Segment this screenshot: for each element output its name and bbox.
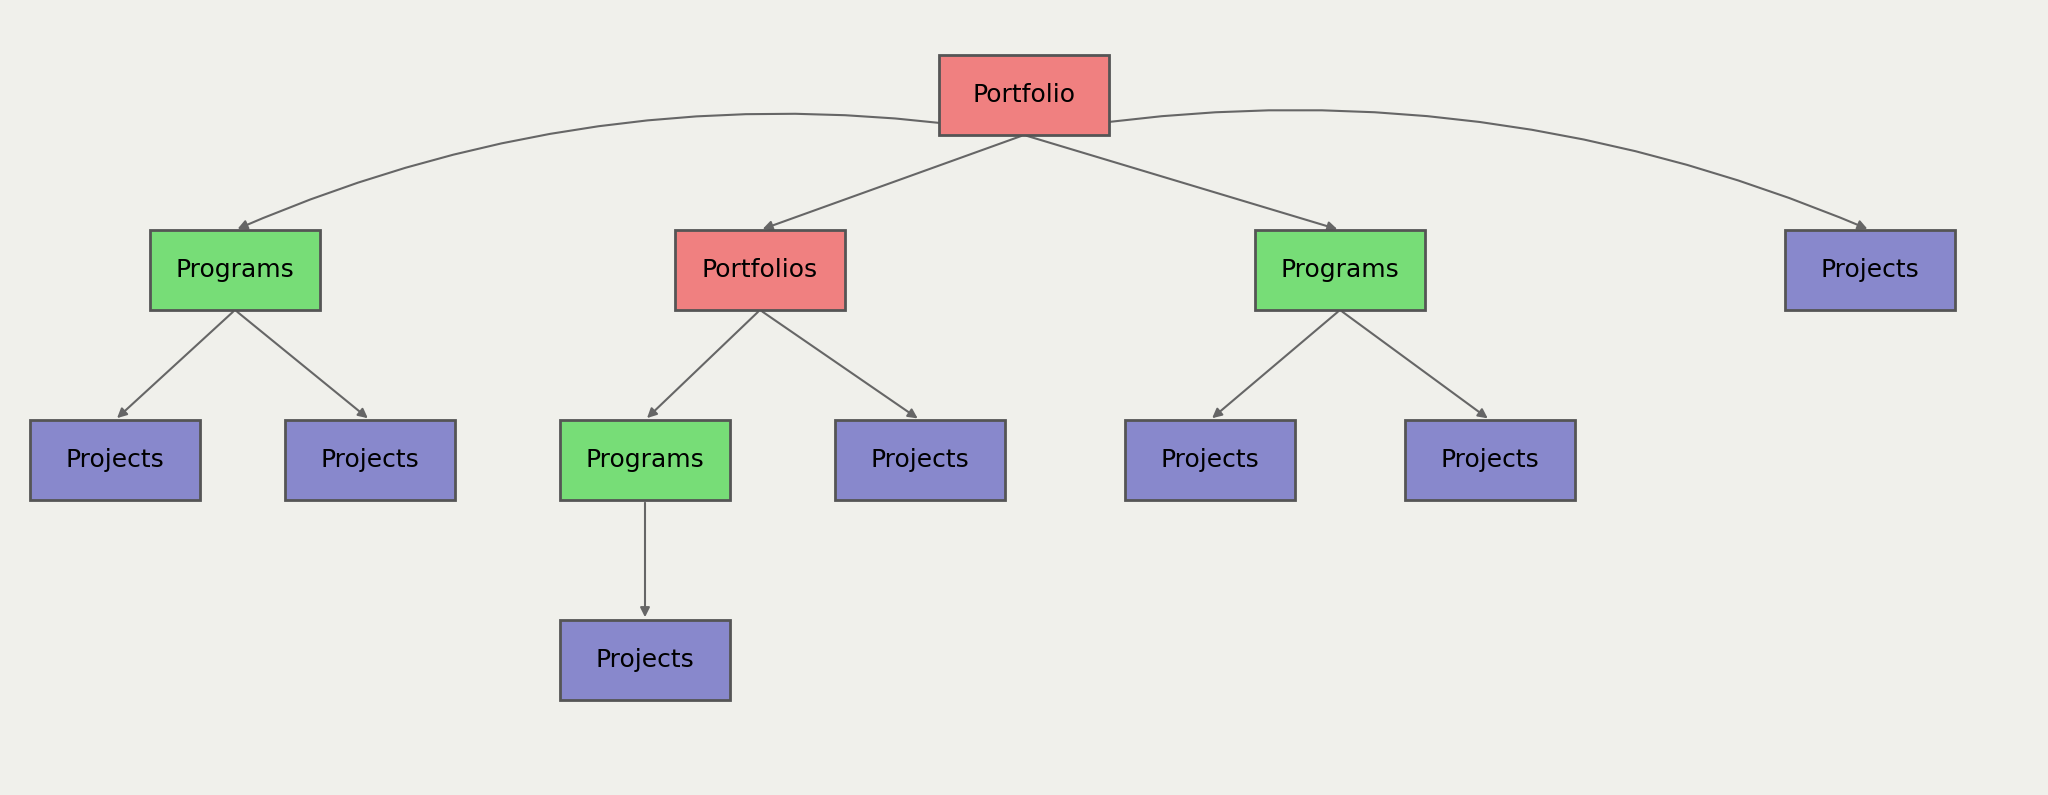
Text: Projects: Projects	[596, 648, 694, 672]
FancyBboxPatch shape	[676, 230, 846, 310]
FancyBboxPatch shape	[836, 420, 1006, 500]
FancyBboxPatch shape	[285, 420, 455, 500]
FancyBboxPatch shape	[31, 420, 201, 500]
FancyBboxPatch shape	[1255, 230, 1425, 310]
Text: Projects: Projects	[66, 448, 164, 472]
Text: Projects: Projects	[322, 448, 420, 472]
FancyBboxPatch shape	[1405, 420, 1575, 500]
FancyBboxPatch shape	[150, 230, 319, 310]
FancyBboxPatch shape	[1786, 230, 1956, 310]
FancyBboxPatch shape	[559, 620, 729, 700]
Text: Portfolio: Portfolio	[973, 83, 1075, 107]
FancyBboxPatch shape	[938, 55, 1110, 135]
Text: Programs: Programs	[586, 448, 705, 472]
Text: Projects: Projects	[1161, 448, 1260, 472]
FancyBboxPatch shape	[559, 420, 729, 500]
Text: Projects: Projects	[1440, 448, 1540, 472]
Text: Programs: Programs	[1280, 258, 1399, 282]
FancyBboxPatch shape	[1124, 420, 1294, 500]
Text: Programs: Programs	[176, 258, 295, 282]
Text: Projects: Projects	[1821, 258, 1919, 282]
Text: Projects: Projects	[870, 448, 969, 472]
Text: Portfolios: Portfolios	[702, 258, 817, 282]
